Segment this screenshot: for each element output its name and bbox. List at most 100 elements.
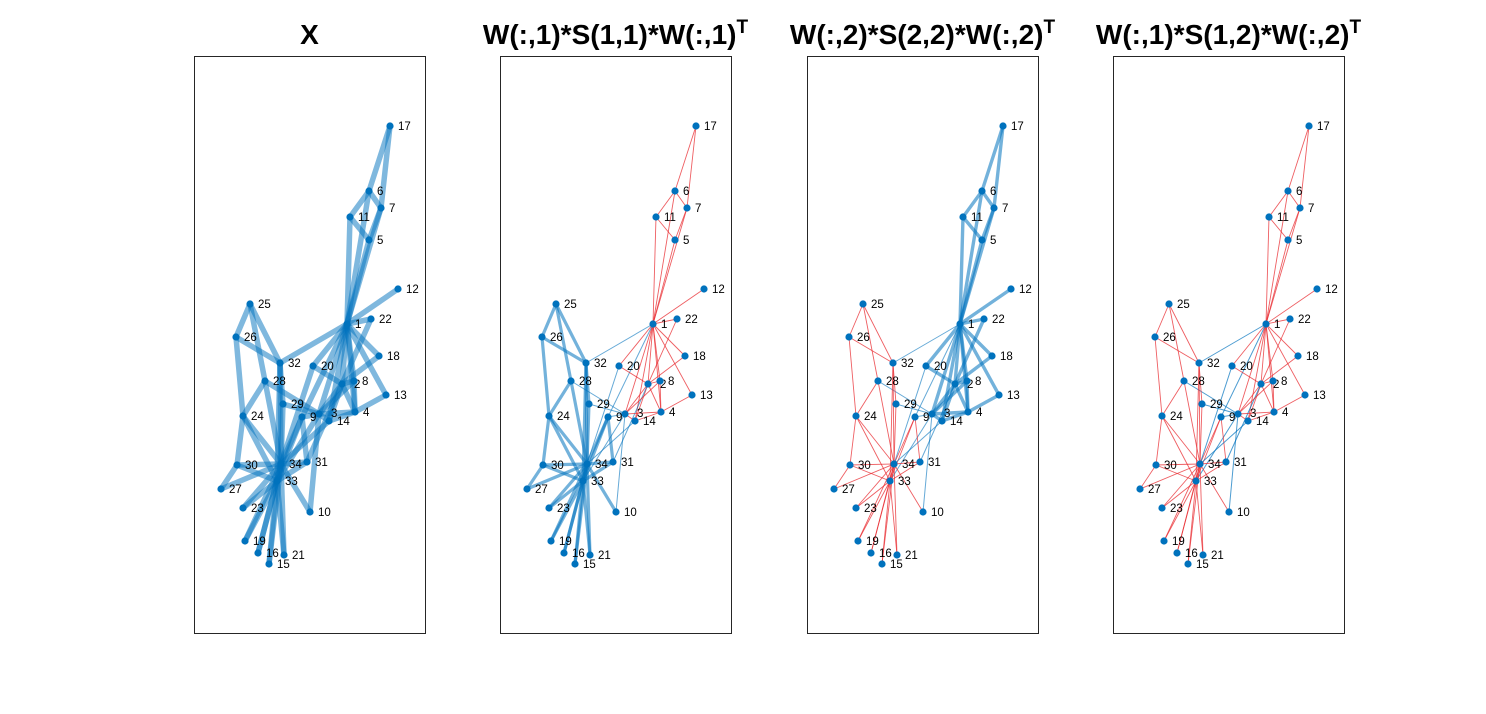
node-18 bbox=[988, 352, 996, 360]
node-label-1: 1 bbox=[661, 319, 667, 331]
node-20 bbox=[615, 362, 623, 370]
node-label-4: 4 bbox=[976, 407, 983, 419]
node-label-23: 23 bbox=[1170, 503, 1183, 515]
node-23 bbox=[239, 504, 247, 512]
node-label-2: 2 bbox=[1273, 379, 1279, 391]
edge-2-20 bbox=[310, 363, 345, 387]
edge-4-13 bbox=[966, 393, 1001, 414]
node-label-19: 19 bbox=[1172, 536, 1185, 548]
node-label-33: 33 bbox=[898, 476, 911, 488]
edge-24-28 bbox=[547, 379, 573, 418]
node-label-18: 18 bbox=[1000, 351, 1013, 363]
edge-1-8 bbox=[1265, 323, 1274, 382]
edge-4-14 bbox=[1247, 411, 1275, 422]
node-17 bbox=[999, 122, 1007, 130]
node-9 bbox=[298, 413, 306, 421]
edge-1-14 bbox=[940, 322, 962, 423]
node-2 bbox=[951, 380, 959, 388]
node-label-28: 28 bbox=[1192, 376, 1205, 388]
edge-3-8 bbox=[930, 379, 969, 416]
edge-27-34 bbox=[218, 461, 284, 492]
node-label-6: 6 bbox=[990, 186, 996, 198]
edge-4-14 bbox=[326, 409, 358, 424]
edge-2-20 bbox=[924, 364, 957, 386]
edge-9-34 bbox=[1199, 416, 1222, 465]
node-29 bbox=[585, 400, 593, 408]
edge-5-7 bbox=[366, 205, 384, 243]
edge-2-3 bbox=[624, 383, 649, 415]
edge-1-9 bbox=[914, 323, 961, 418]
edge-1-7 bbox=[652, 207, 688, 325]
node-2 bbox=[1257, 380, 1265, 388]
edge-1-13 bbox=[958, 322, 1001, 397]
node-8 bbox=[963, 377, 971, 385]
node-label-10: 10 bbox=[318, 507, 331, 519]
node-label-24: 24 bbox=[1170, 411, 1183, 423]
node-label-5: 5 bbox=[377, 235, 383, 247]
node-label-4: 4 bbox=[363, 407, 370, 419]
node-8 bbox=[1269, 377, 1277, 385]
node-21 bbox=[1199, 551, 1207, 559]
edge-21-34 bbox=[1199, 463, 1204, 556]
edge-24-34 bbox=[1161, 415, 1201, 465]
node-label-9: 9 bbox=[923, 412, 929, 424]
node-label-19: 19 bbox=[866, 536, 879, 548]
node-label-27: 27 bbox=[1148, 484, 1161, 496]
edge-1-4 bbox=[652, 323, 662, 413]
node-label-21: 21 bbox=[598, 550, 611, 562]
node-label-21: 21 bbox=[292, 550, 305, 562]
node-11 bbox=[1265, 213, 1273, 221]
node-label-7: 7 bbox=[1308, 203, 1314, 215]
node-27 bbox=[830, 485, 838, 493]
edge-1-2 bbox=[647, 323, 654, 385]
node-label-22: 22 bbox=[685, 314, 698, 326]
node-23 bbox=[852, 504, 860, 512]
node-label-1: 1 bbox=[1274, 319, 1280, 331]
edge-30-33 bbox=[234, 462, 280, 484]
node-20 bbox=[1228, 362, 1236, 370]
edge-28-34 bbox=[1183, 380, 1201, 465]
node-label-13: 13 bbox=[1313, 390, 1326, 402]
edge-25-28 bbox=[1168, 303, 1185, 382]
node-6 bbox=[1284, 187, 1292, 195]
node-label-26: 26 bbox=[550, 332, 563, 344]
node-label-1: 1 bbox=[968, 319, 974, 331]
node-26 bbox=[1151, 333, 1159, 341]
edge-24-26 bbox=[540, 335, 551, 418]
node-5 bbox=[671, 236, 679, 244]
node-24 bbox=[852, 412, 860, 420]
node-8 bbox=[656, 377, 664, 385]
edge-1-3 bbox=[624, 323, 654, 415]
edge-7-17 bbox=[686, 125, 697, 209]
edge-5-7 bbox=[1287, 207, 1301, 241]
node-label-33: 33 bbox=[285, 476, 298, 488]
node-label-25: 25 bbox=[258, 299, 271, 311]
edge-4-8 bbox=[965, 379, 970, 414]
edge-4-13 bbox=[352, 392, 389, 415]
edge-14-34 bbox=[893, 420, 943, 465]
node-34 bbox=[277, 460, 285, 468]
node-29 bbox=[1198, 400, 1206, 408]
node-label-14: 14 bbox=[950, 416, 963, 428]
edge-1-9 bbox=[1220, 323, 1267, 418]
edge-31-33 bbox=[274, 459, 310, 484]
node-14 bbox=[938, 417, 946, 425]
edge-5-11 bbox=[347, 214, 372, 243]
edge-1-13 bbox=[1265, 323, 1306, 396]
edge-4-13 bbox=[660, 394, 693, 413]
node-label-3: 3 bbox=[944, 408, 950, 420]
edge-9-31 bbox=[606, 415, 615, 464]
node-label-26: 26 bbox=[857, 332, 870, 344]
node-label-17: 17 bbox=[1317, 121, 1330, 133]
node-label-12: 12 bbox=[712, 284, 725, 296]
node-25 bbox=[246, 300, 254, 308]
edge-5-11 bbox=[961, 215, 984, 242]
node-label-8: 8 bbox=[668, 376, 674, 388]
node-label-3: 3 bbox=[331, 408, 337, 420]
edge-26-32 bbox=[540, 335, 588, 365]
node-31 bbox=[1222, 458, 1230, 466]
edge-1-20 bbox=[618, 323, 654, 367]
edge-30-34 bbox=[234, 461, 284, 468]
edge-23-34 bbox=[1161, 463, 1201, 509]
